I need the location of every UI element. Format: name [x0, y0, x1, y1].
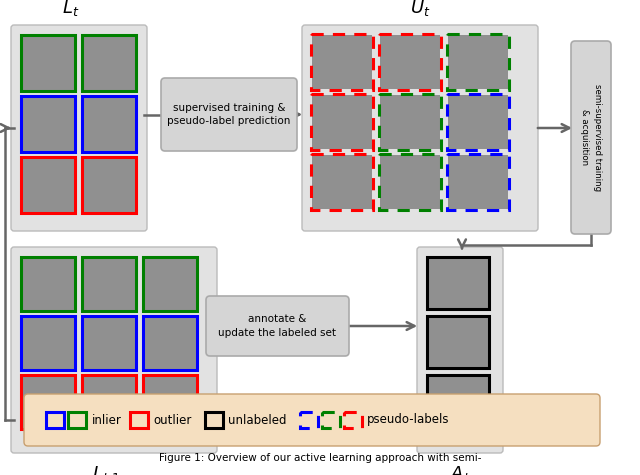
Bar [311, 154, 373, 210]
Bar [311, 94, 373, 150]
Bar [447, 34, 509, 90]
Text: annotate &
update the labeled set: annotate & update the labeled set [218, 314, 337, 338]
Bar [379, 94, 441, 150]
Text: supervised training &
pseudo-label prediction: supervised training & pseudo-label predi… [167, 103, 291, 126]
Bar [322, 412, 340, 428]
Bar [21, 375, 75, 429]
Bar [379, 154, 441, 210]
Text: $A_t$: $A_t$ [450, 464, 470, 475]
Bar [312, 155, 372, 209]
Bar [311, 34, 373, 90]
Bar [22, 258, 74, 310]
Bar [428, 258, 488, 308]
Text: $L_t$: $L_t$ [62, 0, 80, 18]
Bar [344, 412, 362, 428]
Bar [21, 257, 75, 311]
Text: unlabeled: unlabeled [228, 414, 287, 427]
FancyBboxPatch shape [24, 394, 600, 446]
FancyBboxPatch shape [571, 41, 611, 234]
Bar [21, 35, 75, 91]
FancyBboxPatch shape [11, 25, 147, 231]
Bar [68, 412, 86, 428]
Bar [380, 35, 440, 89]
Text: pseudo-labels: pseudo-labels [367, 414, 449, 427]
FancyBboxPatch shape [161, 78, 297, 151]
Bar [144, 376, 196, 428]
Bar [82, 35, 136, 91]
Bar [144, 258, 196, 310]
Bar [82, 96, 136, 152]
Bar [83, 97, 135, 151]
Bar [82, 316, 136, 370]
FancyBboxPatch shape [302, 25, 538, 231]
Bar [144, 317, 196, 369]
Bar [379, 34, 441, 90]
Bar [46, 412, 64, 428]
Bar [427, 257, 489, 309]
Bar [143, 257, 197, 311]
Bar [83, 376, 135, 428]
Text: $L_{t\ 1}$: $L_{t\ 1}$ [92, 464, 120, 475]
Bar [83, 258, 135, 310]
Bar [447, 154, 509, 210]
Bar [82, 375, 136, 429]
Text: Figure 1: Overview of our active learning approach with semi-: Figure 1: Overview of our active learnin… [159, 453, 481, 463]
Bar [312, 35, 372, 89]
Text: outlier: outlier [153, 414, 191, 427]
Text: semi-supervised training
& acquisition: semi-supervised training & acquisition [580, 84, 602, 191]
Bar [380, 95, 440, 149]
Bar [21, 96, 75, 152]
Bar [83, 36, 135, 90]
Bar [448, 95, 508, 149]
Bar [83, 158, 135, 212]
Bar [427, 316, 489, 368]
Bar [447, 94, 509, 150]
Bar [143, 375, 197, 429]
Bar [22, 158, 74, 212]
Bar [82, 257, 136, 311]
Bar [83, 317, 135, 369]
FancyBboxPatch shape [206, 296, 349, 356]
Bar [143, 316, 197, 370]
Bar [22, 317, 74, 369]
Bar [82, 157, 136, 213]
Bar [448, 155, 508, 209]
Bar [205, 412, 223, 428]
Bar [427, 375, 489, 427]
Bar [300, 412, 318, 428]
Bar [21, 316, 75, 370]
Text: inlier: inlier [92, 414, 122, 427]
Bar [21, 157, 75, 213]
Bar [22, 97, 74, 151]
Bar [380, 155, 440, 209]
Bar [22, 36, 74, 90]
Bar [22, 376, 74, 428]
FancyBboxPatch shape [417, 247, 503, 453]
Bar [428, 317, 488, 367]
Text: $U_t$: $U_t$ [410, 0, 430, 18]
Bar [448, 35, 508, 89]
Bar [130, 412, 148, 428]
Bar [428, 376, 488, 426]
FancyBboxPatch shape [11, 247, 217, 453]
Bar [312, 95, 372, 149]
